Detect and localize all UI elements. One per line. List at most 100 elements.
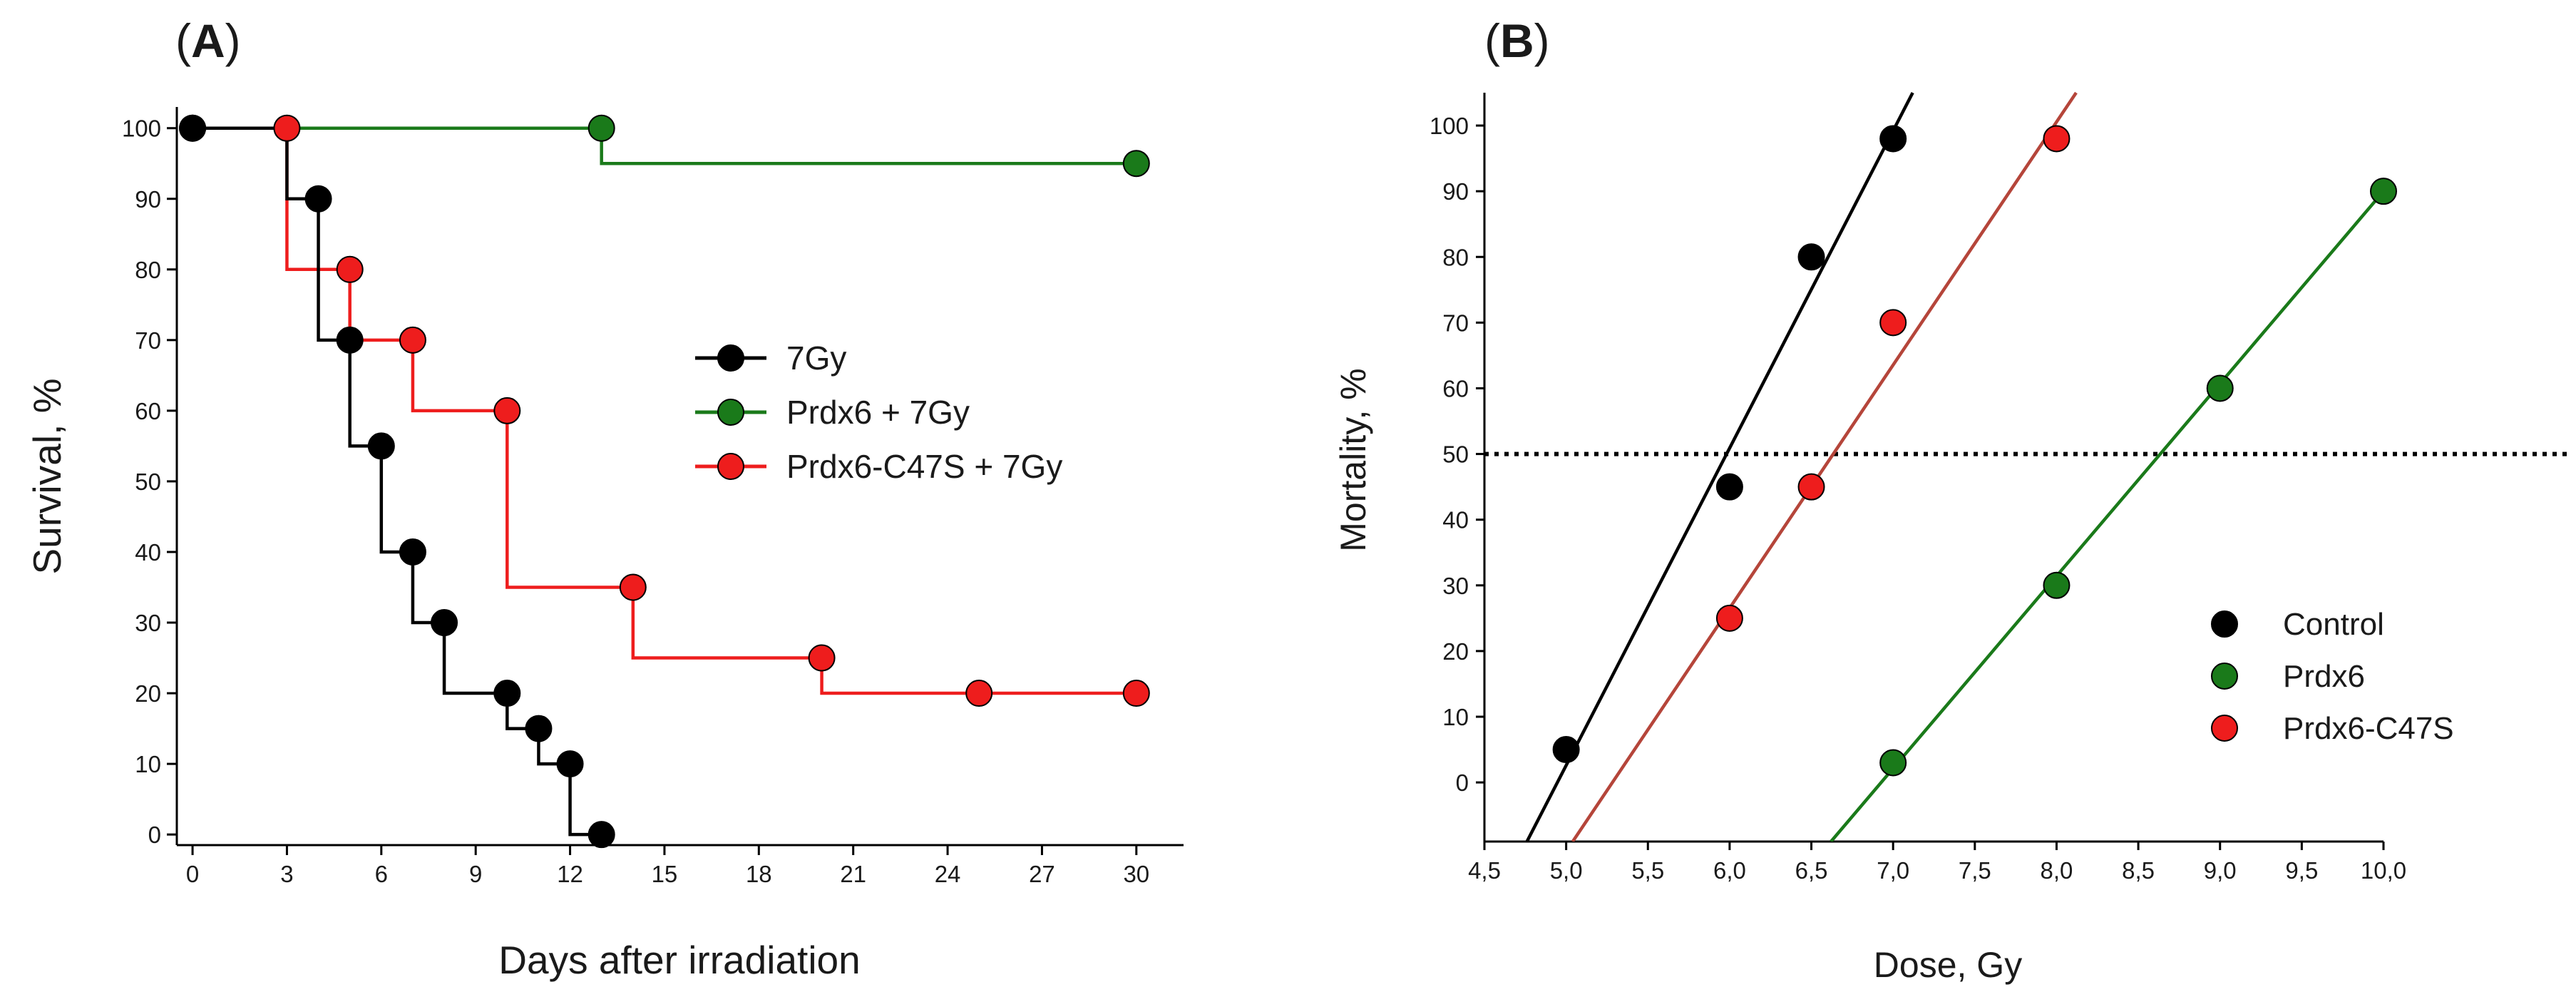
panel-a-point-red — [336, 255, 364, 283]
panel-b-fit-line-black — [1525, 91, 1914, 842]
legend-label-green: Prdx6 + 7Gy — [786, 394, 970, 431]
panel-a-x-tick-label: 9 — [469, 861, 482, 887]
panel-a-point-red — [493, 397, 521, 424]
panel-b-fit-line-green — [1830, 190, 2385, 842]
panel-b-point-red — [1879, 309, 1907, 337]
panel-a-x-tick-label: 27 — [1029, 861, 1055, 887]
panel-a-y-tick-label: 30 — [135, 610, 161, 636]
panel-b-point-green — [2370, 178, 2397, 205]
panel-a-point-black — [336, 326, 364, 354]
panel-b-x-tick-label: 7,0 — [1877, 857, 1909, 884]
panel-a-point-red — [1122, 680, 1150, 707]
panel-b-y-tick-label: 90 — [1442, 178, 1469, 205]
legend-label-red: Prdx6-C47S + 7Gy — [786, 448, 1062, 485]
panel-b-legend-marker-black — [2211, 610, 2238, 638]
panel-a-label: (A) — [175, 14, 241, 67]
panel-b-point-black — [1797, 243, 1825, 271]
panel-b-x-tick-label: 6,5 — [1795, 857, 1828, 884]
panel-a-x-tick-label: 3 — [280, 861, 293, 887]
panel-a-point-black — [556, 750, 584, 778]
legend-marker-green — [717, 399, 744, 426]
panel-b-fit-line-red — [1571, 91, 2078, 842]
panel-a-point-black — [525, 715, 553, 742]
panel-a-point-red — [965, 680, 993, 707]
panel-a-x-tick-label: 24 — [935, 861, 961, 887]
panel-b-label: (B) — [1484, 14, 1550, 67]
panel-a-step-line-red — [193, 126, 1136, 695]
panel-b-y-tick-label: 50 — [1442, 441, 1469, 468]
panel-a-axes: 0 10 20 30 40 50 60 70 80 90 100 0 3 6 9 12 15 18 21 24 27 30 — [122, 107, 1184, 887]
panel-b-x-tick-label: 10,0 — [2361, 857, 2406, 884]
panel-a-y-tick-label: 70 — [135, 327, 161, 354]
panel-b-y-tick-label: 70 — [1442, 310, 1469, 336]
legend-marker-red — [717, 453, 744, 480]
panel-b-axes: 0 10 20 30 40 50 60 70 80 90 100 4,5 5,0 5,5 6,0 6,5 7,0… — [1430, 93, 2406, 884]
panel-b-point-green — [2043, 571, 2070, 599]
panel-b-point-green — [1879, 749, 1907, 777]
panel-b-point-red — [1797, 473, 1825, 501]
panel-a-point-green — [1122, 150, 1150, 178]
panel-a-step-line-black — [193, 126, 602, 837]
panel-b-x-tick-label: 4,5 — [1468, 857, 1501, 884]
panel-a-legend: 7Gy Prdx6 + 7Gy Prdx6-C47S + 7Gy — [695, 339, 1062, 485]
panel-b-point-black — [1552, 736, 1580, 764]
panel-b-x-tick-label: 8,5 — [2122, 857, 2155, 884]
panel-a-point-green — [587, 114, 615, 142]
panel-b-xlabel: Dose, Gy — [1874, 945, 2022, 985]
panel-a-y-tick-label: 60 — [135, 398, 161, 424]
panel-b-x-tick-label: 5,0 — [1550, 857, 1583, 884]
panel-a-y-tick-label: 40 — [135, 539, 161, 566]
panel-b-x-tick-label: 9,0 — [2204, 857, 2237, 884]
panel-b-legend: Control Prdx6 Prdx6-C47S — [2211, 607, 2454, 746]
panel-a-y-tick-label: 80 — [135, 257, 161, 283]
panel-a-x-tick-label: 18 — [746, 861, 772, 887]
panel-a-x-tick-label: 15 — [652, 861, 678, 887]
panel-a-ylabel: Survival, % — [25, 378, 69, 574]
panel-a-x-tick-label: 6 — [375, 861, 388, 887]
panel-b-x-tick-label: 8,0 — [2041, 857, 2073, 884]
panel-a-point-black — [367, 432, 395, 460]
panel-a-y-tick-label: 20 — [135, 680, 161, 707]
panel-b: (B) Dose, Gy Mortality, % 0 10 20 30 40 50 60 7… — [1333, 14, 2567, 985]
panel-a-point-black — [587, 821, 615, 849]
panel-b-legend-marker-green — [2211, 663, 2238, 690]
panel-a-point-black — [493, 680, 521, 707]
panel-a-point-red — [619, 573, 647, 601]
panel-a-letter: A — [191, 14, 225, 67]
panel-a-y-tick-label: 90 — [135, 186, 161, 213]
panel-a-xlabel: Days after irradiation — [498, 938, 860, 982]
panel-a-point-red — [273, 114, 301, 142]
panel-a-series — [179, 114, 1150, 849]
panel-b-point-black — [1715, 473, 1743, 501]
panel-b-series — [1484, 91, 2567, 842]
panel-b-point-red — [1715, 604, 1743, 632]
panel-a-x-tick-label: 0 — [186, 861, 199, 887]
panel-b-legend-marker-red — [2211, 715, 2238, 742]
panel-a-point-red — [808, 644, 836, 672]
panel-a-x-tick-label: 30 — [1123, 861, 1149, 887]
panel-b-x-tick-label: 9,5 — [2285, 857, 2318, 884]
panel-b-y-tick-label: 100 — [1430, 113, 1469, 139]
panel-a-point-black — [399, 538, 426, 566]
panel-a-point-black — [304, 185, 332, 213]
panel-b-point-green — [2206, 374, 2234, 402]
legend-label-black: 7Gy — [786, 339, 846, 377]
panel-b-y-tick-label: 40 — [1442, 507, 1469, 533]
panel-b-x-tick-label: 7,5 — [1959, 857, 1991, 884]
panel-b-legend-label-black: Control — [2283, 607, 2384, 642]
panel-b-legend-label-green: Prdx6 — [2283, 659, 2365, 694]
panel-b-y-tick-label: 0 — [1456, 770, 1469, 796]
panel-b-legend-label-red: Prdx6-C47S — [2283, 711, 2454, 746]
panel-a-point-black — [431, 609, 458, 637]
panel-a-x-tick-label: 21 — [840, 861, 866, 887]
panel-b-point-red — [2043, 125, 2070, 153]
panel-b-x-tick-label: 5,5 — [1631, 857, 1664, 884]
panel-b-y-tick-label: 80 — [1442, 244, 1469, 270]
panel-a-y-tick-label: 10 — [135, 751, 161, 777]
panel-a: (A) Days after irradiation Survival, % 0… — [25, 14, 1184, 982]
panel-a-y-tick-label: 0 — [148, 822, 161, 848]
panel-b-letter: B — [1500, 14, 1534, 67]
panel-b-point-black — [1879, 125, 1907, 153]
